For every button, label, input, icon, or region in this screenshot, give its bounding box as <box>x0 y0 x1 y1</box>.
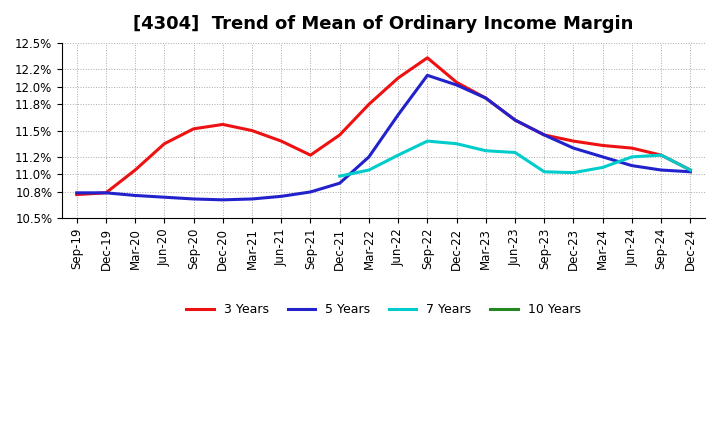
5 Years <box>160 194 168 200</box>
5 Years <box>394 112 402 117</box>
3 Years <box>189 126 198 132</box>
3 Years <box>540 132 549 138</box>
5 Years <box>73 190 81 195</box>
5 Years <box>189 196 198 202</box>
3 Years <box>336 132 344 138</box>
3 Years <box>452 80 461 85</box>
5 Years <box>102 190 110 195</box>
Line: 7 Years: 7 Years <box>340 141 690 176</box>
5 Years <box>336 180 344 186</box>
5 Years <box>598 154 607 160</box>
7 Years <box>686 167 695 172</box>
3 Years <box>510 117 519 123</box>
3 Years <box>628 146 636 151</box>
7 Years <box>657 153 665 158</box>
5 Years <box>131 193 140 198</box>
5 Years <box>306 189 315 194</box>
Line: 3 Years: 3 Years <box>77 58 690 194</box>
3 Years <box>598 143 607 148</box>
5 Years <box>423 73 432 78</box>
3 Years <box>102 190 110 195</box>
5 Years <box>628 163 636 168</box>
5 Years <box>277 194 286 199</box>
5 Years <box>510 117 519 123</box>
3 Years <box>73 192 81 197</box>
7 Years <box>510 150 519 155</box>
3 Years <box>657 153 665 158</box>
7 Years <box>394 153 402 158</box>
5 Years <box>364 154 373 160</box>
3 Years <box>364 102 373 107</box>
7 Years <box>570 170 578 175</box>
3 Years <box>248 128 256 133</box>
7 Years <box>364 167 373 172</box>
5 Years <box>452 82 461 88</box>
5 Years <box>248 196 256 202</box>
7 Years <box>423 139 432 144</box>
7 Years <box>452 141 461 147</box>
3 Years <box>160 141 168 147</box>
3 Years <box>218 122 227 127</box>
3 Years <box>394 75 402 81</box>
5 Years <box>570 146 578 151</box>
3 Years <box>423 55 432 60</box>
5 Years <box>482 95 490 101</box>
3 Years <box>277 139 286 144</box>
5 Years <box>218 197 227 202</box>
7 Years <box>540 169 549 174</box>
3 Years <box>131 167 140 172</box>
7 Years <box>598 165 607 170</box>
5 Years <box>686 169 695 174</box>
5 Years <box>657 167 665 172</box>
Line: 5 Years: 5 Years <box>77 75 690 200</box>
3 Years <box>482 95 490 101</box>
7 Years <box>336 173 344 179</box>
Title: [4304]  Trend of Mean of Ordinary Income Margin: [4304] Trend of Mean of Ordinary Income … <box>133 15 634 33</box>
3 Years <box>686 167 695 172</box>
3 Years <box>570 139 578 144</box>
3 Years <box>306 153 315 158</box>
7 Years <box>482 148 490 154</box>
7 Years <box>628 154 636 160</box>
Legend: 3 Years, 5 Years, 7 Years, 10 Years: 3 Years, 5 Years, 7 Years, 10 Years <box>181 298 586 321</box>
5 Years <box>540 132 549 138</box>
